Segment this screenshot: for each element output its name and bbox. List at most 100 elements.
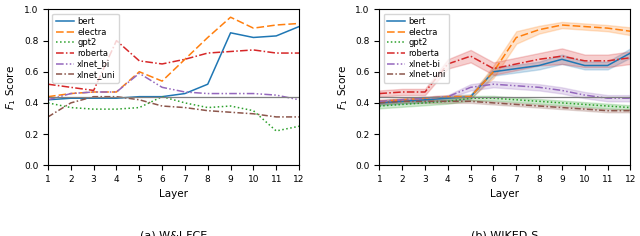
X-axis label: Layer: Layer	[159, 190, 188, 199]
bert	[227, 31, 234, 34]
roberta	[181, 58, 189, 61]
electra	[604, 27, 611, 30]
xlnet-uni	[421, 100, 429, 103]
xlnet_uni	[204, 109, 212, 112]
xlnet_bi	[158, 86, 166, 89]
xlnet-uni	[604, 109, 611, 112]
gpt2	[627, 106, 634, 109]
gpt2	[467, 97, 474, 100]
gpt2	[204, 106, 212, 109]
xlnet_bi	[44, 98, 52, 101]
xlnet-uni	[558, 106, 566, 109]
xlnet_bi	[181, 91, 189, 93]
electra	[398, 98, 406, 101]
electra	[67, 92, 75, 95]
gpt2	[90, 108, 97, 110]
bert	[44, 98, 52, 101]
gpt2	[376, 105, 383, 107]
electra	[444, 95, 452, 98]
roberta	[398, 91, 406, 93]
bert	[273, 34, 280, 37]
bert	[604, 64, 611, 67]
Line: xlnet_uni: xlnet_uni	[48, 97, 299, 117]
xlnet_uni	[90, 95, 97, 98]
Text: (a) W&I-FCE: (a) W&I-FCE	[140, 231, 207, 236]
bert	[295, 25, 303, 28]
Legend: bert, electra, gpt2, roberta, xlnet_bi, xlnet_uni: bert, electra, gpt2, roberta, xlnet_bi, …	[52, 14, 119, 83]
bert	[627, 52, 634, 55]
roberta	[581, 59, 589, 62]
xlnet_bi	[67, 92, 75, 95]
gpt2	[513, 98, 520, 101]
xlnet-bi	[558, 89, 566, 92]
gpt2	[44, 101, 52, 104]
gpt2	[295, 125, 303, 128]
xlnet_bi	[90, 91, 97, 93]
xlnet_bi	[227, 92, 234, 95]
bert	[467, 95, 474, 98]
xlnet_bi	[295, 98, 303, 101]
roberta	[67, 86, 75, 89]
roberta	[204, 52, 212, 55]
roberta	[273, 52, 280, 55]
roberta	[558, 55, 566, 58]
gpt2	[227, 105, 234, 107]
Line: electra: electra	[48, 17, 299, 97]
xlnet_uni	[250, 112, 257, 115]
bert	[535, 64, 543, 67]
electra	[204, 36, 212, 39]
Text: (b) WIKED-S: (b) WIKED-S	[471, 231, 539, 236]
xlnet-uni	[535, 105, 543, 107]
xlnet-uni	[513, 103, 520, 106]
xlnet-bi	[627, 97, 634, 100]
xlnet_bi	[250, 92, 257, 95]
bert	[376, 101, 383, 104]
roberta	[113, 39, 120, 42]
roberta	[227, 50, 234, 53]
xlnet-uni	[581, 108, 589, 110]
Line: roberta: roberta	[380, 56, 630, 93]
xlnet_uni	[181, 106, 189, 109]
bert	[250, 36, 257, 39]
roberta	[158, 63, 166, 65]
gpt2	[250, 109, 257, 112]
xlnet-uni	[398, 100, 406, 103]
Line: xlnet-bi: xlnet-bi	[380, 84, 630, 101]
xlnet-bi	[421, 97, 429, 100]
bert	[398, 100, 406, 103]
gpt2	[490, 97, 497, 100]
electra	[295, 22, 303, 25]
electra	[558, 24, 566, 26]
roberta	[535, 58, 543, 61]
electra	[513, 36, 520, 39]
electra	[421, 97, 429, 100]
roberta	[44, 83, 52, 86]
xlnet-uni	[490, 101, 497, 104]
bert	[181, 92, 189, 95]
xlnet_bi	[273, 94, 280, 97]
bert	[581, 64, 589, 67]
gpt2	[421, 101, 429, 104]
xlnet-bi	[604, 97, 611, 100]
bert	[421, 98, 429, 101]
electra	[181, 58, 189, 61]
bert	[158, 95, 166, 98]
roberta	[295, 52, 303, 55]
electra	[136, 70, 143, 73]
bert	[90, 97, 97, 100]
Line: gpt2: gpt2	[48, 97, 299, 131]
gpt2	[136, 106, 143, 109]
Line: xlnet_bi: xlnet_bi	[48, 73, 299, 100]
roberta	[376, 92, 383, 95]
xlnet-bi	[513, 84, 520, 87]
electra	[581, 25, 589, 28]
Line: gpt2: gpt2	[380, 98, 630, 108]
Y-axis label: $F_1$ Score: $F_1$ Score	[336, 65, 349, 110]
roberta	[90, 89, 97, 92]
electra	[273, 24, 280, 26]
electra	[90, 91, 97, 93]
gpt2	[444, 100, 452, 103]
Line: xlnet-uni: xlnet-uni	[380, 101, 630, 111]
roberta	[604, 59, 611, 62]
roberta	[250, 49, 257, 51]
